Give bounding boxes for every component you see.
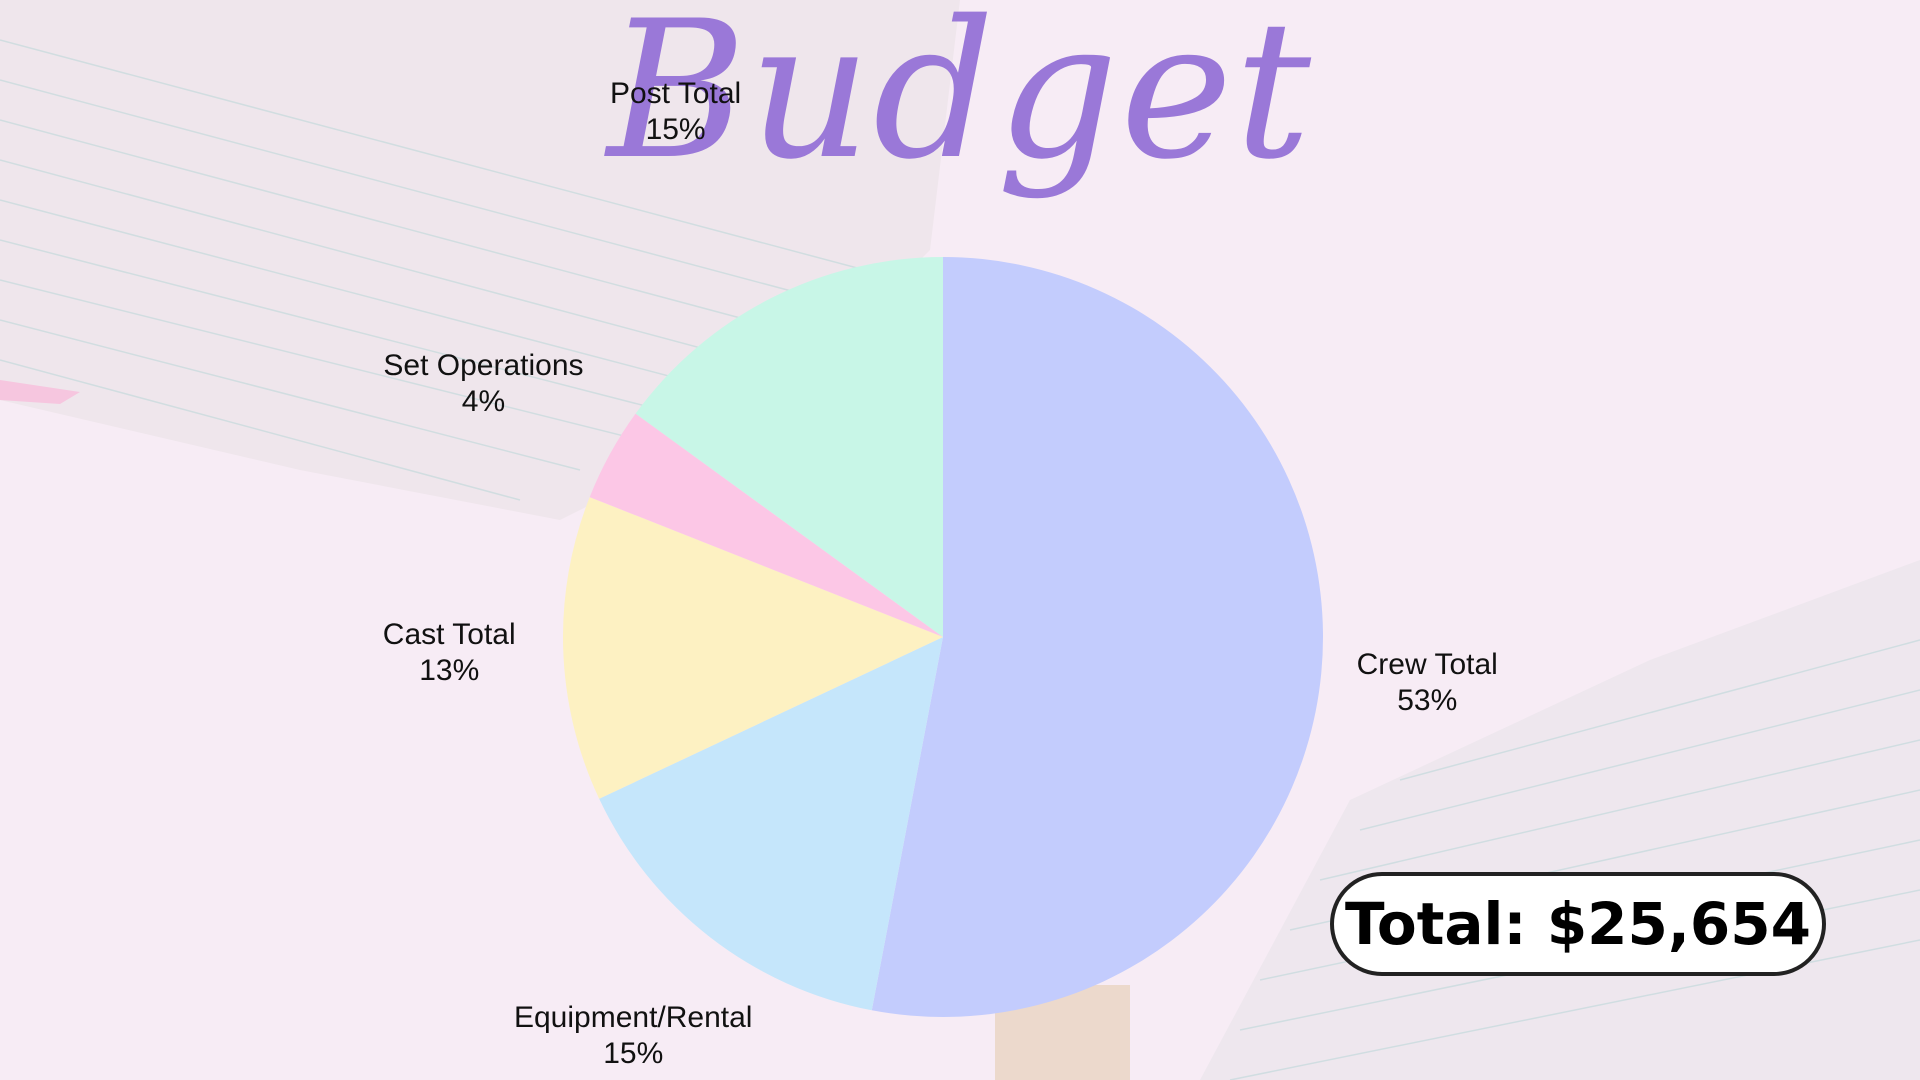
slice-label-value: 15% — [645, 113, 706, 147]
pie-slice-set-operations — [589, 413, 943, 637]
slice-label-name: Equipment/Rental — [513, 1001, 753, 1035]
slice-label: Cast Total 13% — [289, 617, 609, 689]
pie-slice-crew-total — [871, 257, 1323, 1017]
slice-label-value: 15% — [603, 1037, 664, 1071]
slice-label-value: 13% — [419, 653, 480, 687]
slice-label-name: Crew Total — [1356, 647, 1498, 681]
pie-slice-post-total — [635, 257, 943, 637]
slice-label: Equipment/Rental 15% — [473, 1000, 793, 1072]
page-title: Budget — [606, 0, 1314, 201]
pie-slice-cast-total — [562, 497, 943, 799]
slice-label-name: Cast Total — [382, 617, 516, 651]
ruled-lines-top-left — [0, 39, 941, 501]
slice-label: Crew Total 53% — [1267, 647, 1587, 719]
slice-label-value: 4% — [461, 385, 506, 419]
slice-label: Set Operations 4% — [323, 348, 643, 420]
slice-label-name: Set Operations — [383, 349, 584, 383]
pink-tape-strip — [0, 380, 80, 404]
slice-label: Post Total 15% — [516, 76, 836, 148]
total-badge: Total: $25,654 — [1330, 872, 1826, 976]
pie-slice-equipment-rental — [599, 637, 943, 1011]
slice-label-value: 53% — [1397, 683, 1458, 717]
slice-label-name: Post Total — [609, 77, 742, 111]
